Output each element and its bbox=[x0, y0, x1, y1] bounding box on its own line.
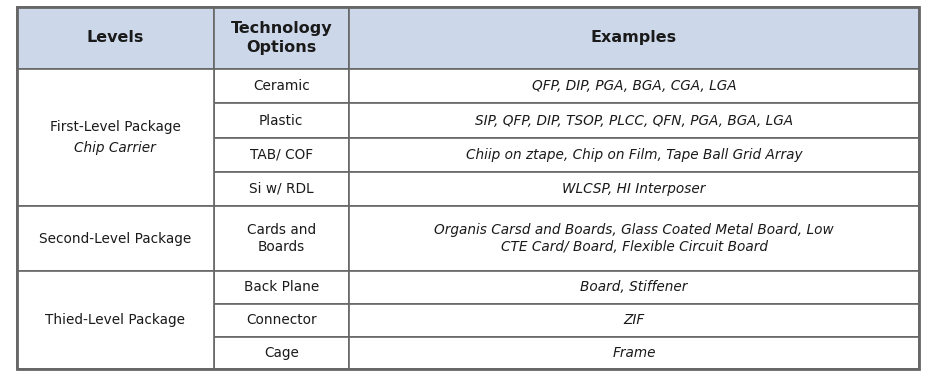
Text: TAB/ COF: TAB/ COF bbox=[250, 148, 313, 162]
Bar bbox=[349, 7, 919, 69]
Text: Examples: Examples bbox=[591, 30, 677, 45]
Text: Cage: Cage bbox=[264, 346, 299, 360]
Text: Cards and
Boards: Cards and Boards bbox=[247, 223, 315, 254]
Bar bbox=[213, 138, 349, 172]
Text: WLCSP, HI Interposer: WLCSP, HI Interposer bbox=[563, 182, 706, 196]
Bar bbox=[349, 271, 919, 304]
Bar bbox=[17, 69, 213, 206]
Bar bbox=[17, 206, 213, 271]
Text: Ceramic: Ceramic bbox=[253, 79, 310, 93]
Bar bbox=[213, 172, 349, 206]
Text: Connector: Connector bbox=[246, 313, 316, 327]
Text: Levels: Levels bbox=[86, 30, 144, 45]
Text: Back Plane: Back Plane bbox=[243, 280, 319, 294]
Bar bbox=[349, 172, 919, 206]
Bar bbox=[349, 337, 919, 369]
Text: Thied-Level Package: Thied-Level Package bbox=[45, 313, 185, 327]
Bar bbox=[213, 7, 349, 69]
Text: QFP, DIP, PGA, BGA, CGA, LGA: QFP, DIP, PGA, BGA, CGA, LGA bbox=[532, 79, 737, 93]
Text: Frame: Frame bbox=[612, 346, 656, 360]
Text: SIP, QFP, DIP, TSOP, PLCC, QFN, PGA, BGA, LGA: SIP, QFP, DIP, TSOP, PLCC, QFN, PGA, BGA… bbox=[475, 114, 793, 127]
Text: Second-Level Package: Second-Level Package bbox=[39, 232, 191, 246]
Bar bbox=[213, 271, 349, 304]
Bar bbox=[213, 206, 349, 271]
Bar bbox=[349, 103, 919, 138]
Text: Board, Stiffener: Board, Stiffener bbox=[580, 280, 688, 294]
Bar bbox=[349, 138, 919, 172]
Bar bbox=[17, 271, 213, 369]
Bar bbox=[213, 69, 349, 103]
Bar bbox=[349, 206, 919, 271]
Text: Si w/ RDL: Si w/ RDL bbox=[249, 182, 314, 196]
Text: First-Level Package: First-Level Package bbox=[50, 120, 181, 134]
Bar bbox=[213, 304, 349, 337]
Text: ZIF: ZIF bbox=[623, 313, 645, 327]
Text: Chip Carrier: Chip Carrier bbox=[74, 141, 156, 155]
Text: Organis Carsd and Boards, Glass Coated Metal Board, Low
CTE Card/ Board, Flexibl: Organis Carsd and Boards, Glass Coated M… bbox=[434, 223, 834, 254]
Text: Chiip on ztape, Chip on Film, Tape Ball Grid Array: Chiip on ztape, Chip on Film, Tape Ball … bbox=[466, 148, 802, 162]
Text: Technology
Options: Technology Options bbox=[230, 21, 332, 55]
Bar bbox=[213, 103, 349, 138]
Bar bbox=[17, 7, 213, 69]
Bar bbox=[349, 304, 919, 337]
Bar bbox=[349, 69, 919, 103]
Text: Plastic: Plastic bbox=[259, 114, 303, 127]
Bar bbox=[213, 337, 349, 369]
